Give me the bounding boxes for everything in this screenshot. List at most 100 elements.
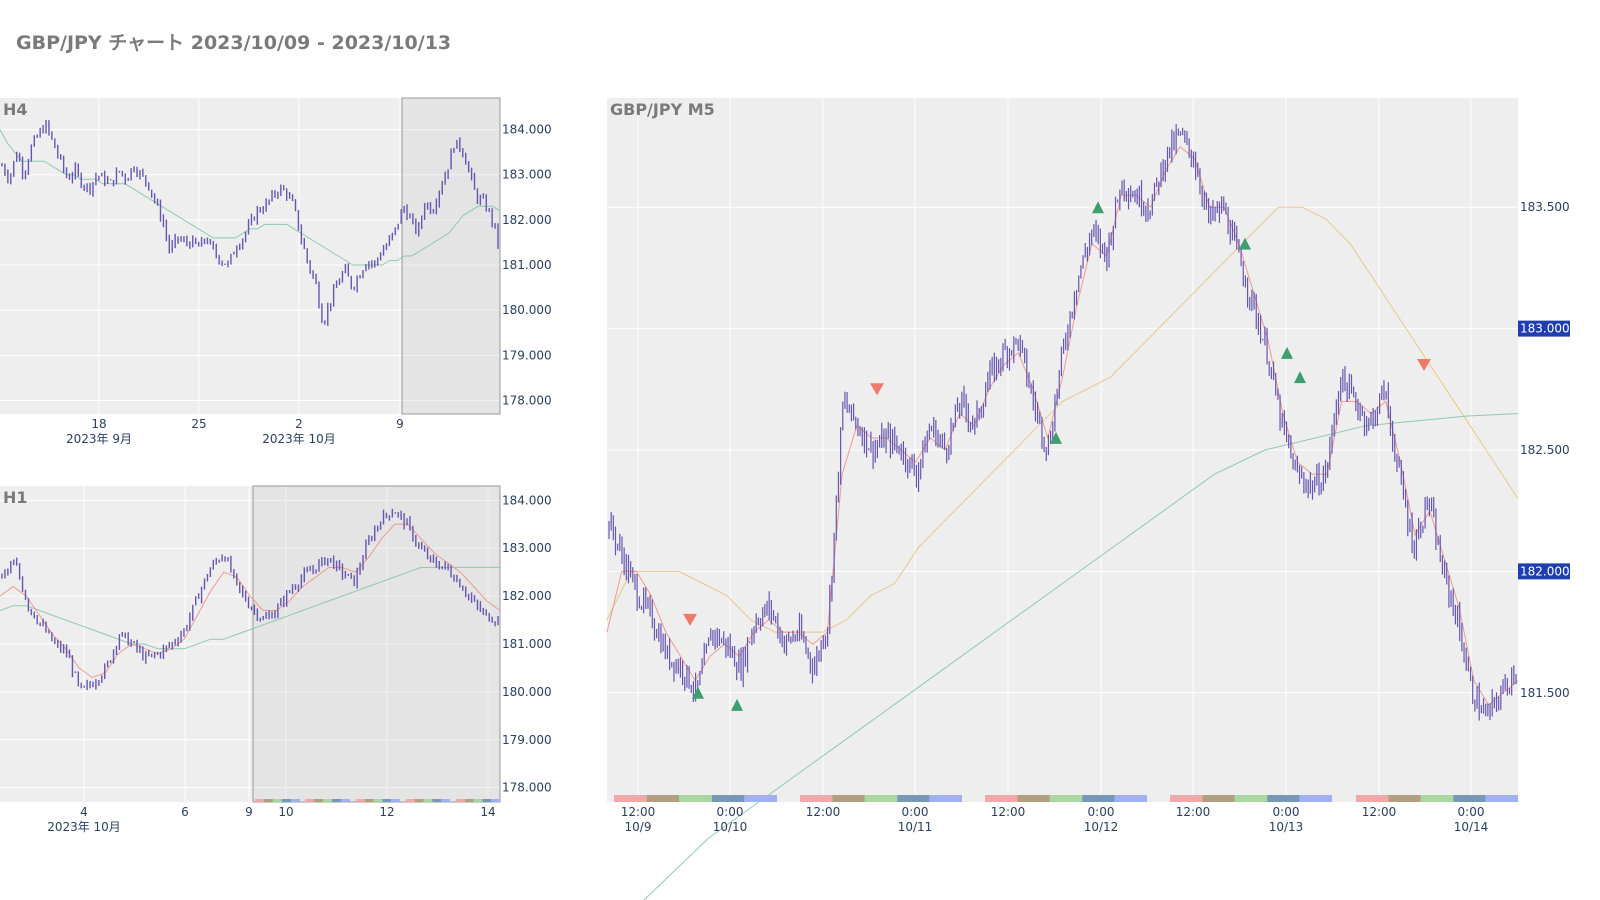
- session-strip: [305, 799, 314, 802]
- sell-marker: [683, 613, 697, 626]
- buy-marker: [731, 698, 743, 711]
- ma-line-short: [606, 145, 1519, 706]
- y-tick-label: 179.000: [502, 348, 552, 362]
- buy-marker: [1294, 371, 1306, 384]
- ma-line-long: [0, 566, 500, 650]
- session-strip: [473, 799, 483, 802]
- x-tick-label: 0:00: [1273, 805, 1300, 819]
- x-tick-label: 14: [480, 805, 495, 819]
- x-tick-label: 12:00: [621, 805, 656, 819]
- session-strip: [341, 799, 350, 802]
- x-tick-sublabel: 10/10: [713, 820, 748, 834]
- y-tick-label: 184.000: [502, 123, 552, 137]
- session-strip: [1082, 795, 1115, 802]
- x-tick-label: 12:00: [1362, 805, 1397, 819]
- session-strip: [456, 799, 465, 802]
- y-tick-label: 183.000: [1520, 322, 1570, 336]
- y-tick-label: 181.000: [502, 258, 552, 272]
- buy-marker: [1281, 346, 1293, 359]
- y-tick-label: 184.000: [502, 493, 552, 507]
- panel-label: H1: [3, 488, 28, 507]
- session-strip: [646, 795, 680, 802]
- session-strip: [273, 799, 282, 802]
- session-strip: [614, 795, 647, 802]
- y-tick-label: 180.000: [502, 303, 552, 317]
- session-strip: [423, 799, 433, 802]
- session-strip: [897, 795, 930, 802]
- session-strip: [364, 799, 374, 802]
- y-tick-label: 183.000: [502, 168, 552, 182]
- x-tick-sublabel: 2023年 10月: [47, 820, 121, 834]
- session-strip: [1420, 795, 1454, 802]
- x-tick-label: 9: [396, 417, 404, 431]
- buy-marker: [1092, 201, 1104, 214]
- session-strip: [491, 799, 500, 802]
- session-strip: [1234, 795, 1268, 802]
- x-tick-label: 9: [245, 805, 253, 819]
- chart-panel-h4: [0, 97, 501, 415]
- x-tick-label: 10: [278, 805, 293, 819]
- y-tick-label: 182.000: [502, 213, 552, 227]
- x-tick-sublabel: 10/9: [625, 820, 652, 834]
- session-strip: [264, 799, 273, 802]
- page-title: GBP/JPY チャート 2023/10/09 - 2023/10/13: [16, 32, 452, 54]
- session-strip: [1017, 795, 1050, 802]
- x-tick-label: 12: [379, 805, 394, 819]
- session-strip: [1485, 795, 1518, 802]
- sell-marker: [1417, 359, 1431, 372]
- session-strip: [382, 799, 392, 802]
- session-strip: [441, 799, 450, 802]
- session-strip: [711, 795, 745, 802]
- session-strip: [1453, 795, 1486, 802]
- y-tick-label: 183.500: [1520, 200, 1570, 214]
- session-strip: [406, 799, 415, 802]
- session-strip: [1170, 795, 1203, 802]
- session-strip: [1267, 795, 1300, 802]
- session-strip: [314, 799, 323, 802]
- session-strip: [1202, 795, 1235, 802]
- plot-area: [0, 98, 500, 414]
- chart-panel-h1: [0, 485, 501, 803]
- ma-line-long: [0, 129, 501, 266]
- x-tick-sublabel: 10/14: [1454, 820, 1489, 834]
- sell-marker: [870, 383, 884, 396]
- x-tick-label: 0:00: [902, 805, 929, 819]
- session-strip: [356, 799, 365, 802]
- x-tick-label: 12:00: [1176, 805, 1211, 819]
- price-badge: [1518, 563, 1570, 580]
- y-tick-label: 181.000: [502, 637, 552, 651]
- y-tick-label: 178.000: [502, 781, 552, 795]
- session-strip: [985, 795, 1018, 802]
- x-tick-label: 18: [91, 417, 106, 431]
- session-strip: [282, 799, 291, 802]
- y-tick-label: 182.500: [1520, 443, 1570, 457]
- x-tick-sublabel: 10/11: [898, 820, 933, 834]
- session-strip: [464, 799, 474, 802]
- chart-panel-m5: [606, 98, 1570, 900]
- y-tick-label: 183.000: [502, 541, 552, 555]
- session-strip: [679, 795, 712, 802]
- x-tick-sublabel: 10/13: [1269, 820, 1304, 834]
- session-strip: [291, 799, 300, 802]
- session-strip: [1299, 795, 1332, 802]
- y-tick-label: 182.000: [502, 589, 552, 603]
- x-tick-sublabel: 2023年 9月: [66, 432, 132, 446]
- highlight-range: [252, 485, 501, 803]
- session-strip: [391, 799, 400, 802]
- panel-label: H4: [3, 100, 28, 119]
- buy-marker: [692, 686, 704, 699]
- session-strip: [1049, 795, 1083, 802]
- x-tick-label: 25: [191, 417, 206, 431]
- y-tick-label: 182.000: [1520, 564, 1570, 578]
- buy-marker: [1239, 237, 1251, 250]
- x-tick-sublabel: 10/12: [1084, 820, 1119, 834]
- session-strip: [373, 799, 383, 802]
- x-tick-label: 0:00: [1088, 805, 1115, 819]
- session-strip: [744, 795, 777, 802]
- session-strip: [323, 799, 332, 802]
- session-strip: [864, 795, 898, 802]
- session-strip: [432, 799, 442, 802]
- session-strip: [255, 799, 264, 802]
- price-badge: [1518, 320, 1570, 337]
